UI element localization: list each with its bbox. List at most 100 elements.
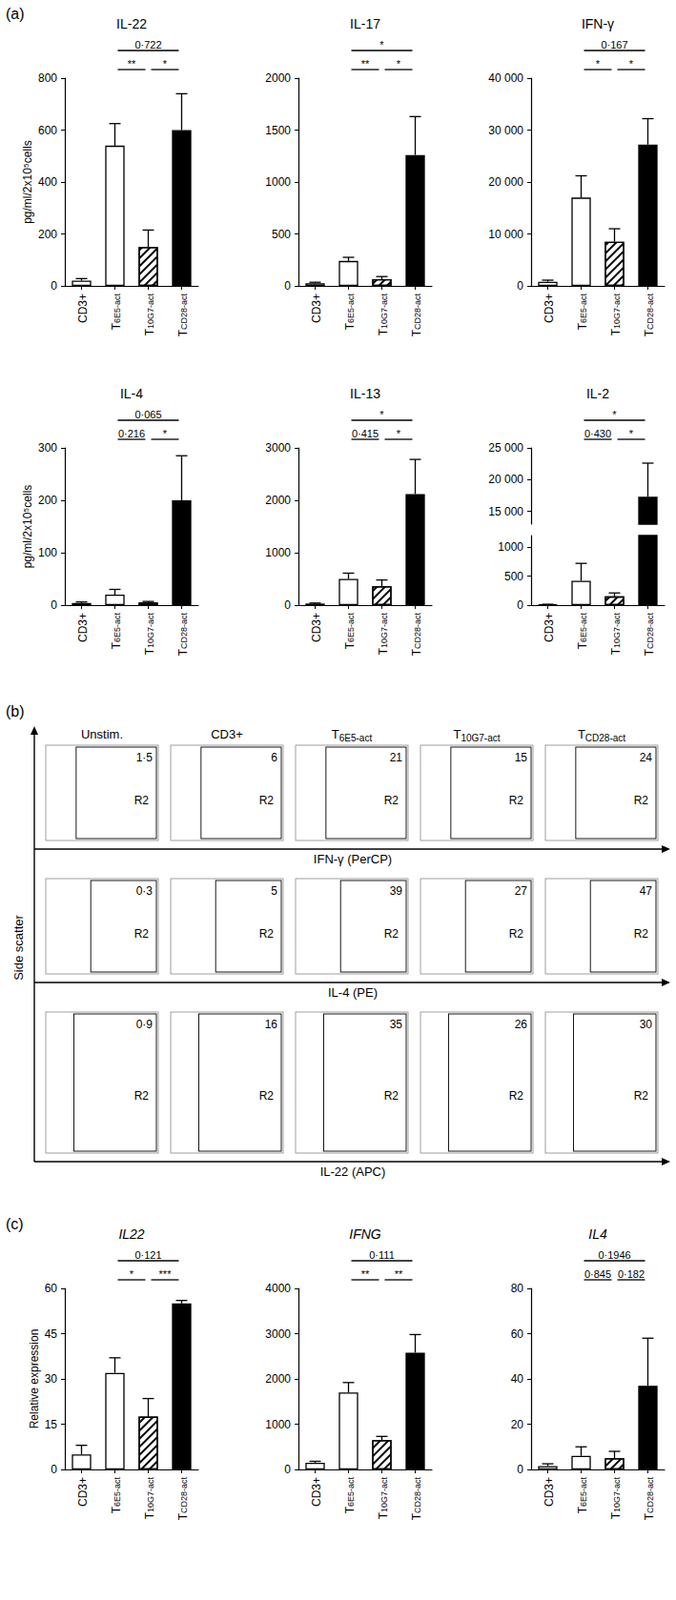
- svg-text:IL-4 (PE): IL-4 (PE): [327, 985, 378, 1001]
- svg-text:80: 80: [511, 1282, 525, 1296]
- svg-text:R2: R2: [134, 927, 150, 942]
- svg-text:T: T: [376, 647, 390, 656]
- svg-text:6E5-act: 6E5-act: [346, 1477, 356, 1509]
- svg-text:R2: R2: [259, 794, 275, 808]
- svg-text:600: 600: [38, 123, 58, 138]
- svg-text:16: 16: [265, 1018, 279, 1032]
- svg-text:*: *: [595, 58, 601, 70]
- svg-text:0: 0: [284, 1463, 291, 1477]
- svg-text:10 000: 10 000: [488, 227, 524, 242]
- svg-text:T: T: [575, 641, 590, 650]
- svg-text:T: T: [343, 641, 357, 650]
- svg-text:T: T: [143, 327, 157, 336]
- svg-text:T: T: [575, 1506, 590, 1515]
- svg-text:Unstim.: Unstim.: [81, 727, 123, 742]
- svg-text:0: 0: [50, 598, 58, 613]
- svg-text:6E5-act: 6E5-act: [578, 613, 589, 644]
- svg-text:*: *: [129, 1269, 135, 1281]
- svg-text:200: 200: [38, 493, 58, 508]
- svg-text:pg/ml/2x10⁵cells: pg/ml/2x10⁵cells: [20, 485, 35, 570]
- svg-text:0: 0: [516, 1463, 524, 1477]
- svg-text:IFN-γ: IFN-γ: [581, 16, 615, 32]
- svg-text:60: 60: [511, 1328, 525, 1342]
- svg-text:10G7-act: 10G7-act: [612, 613, 622, 650]
- svg-text:IFNG: IFNG: [348, 1227, 382, 1243]
- svg-text:IL-22 (APC): IL-22 (APC): [320, 1165, 387, 1180]
- svg-text:IL22: IL22: [118, 1227, 144, 1243]
- svg-text:T: T: [143, 647, 157, 656]
- svg-text:CD3+: CD3+: [76, 293, 90, 324]
- svg-text:R2: R2: [259, 1089, 275, 1104]
- svg-text:IL4: IL4: [588, 1227, 608, 1243]
- svg-text:400: 400: [38, 175, 58, 189]
- svg-text:47: 47: [639, 884, 654, 899]
- svg-text:40: 40: [511, 1372, 525, 1387]
- svg-text:20 000: 20 000: [488, 472, 524, 487]
- svg-text:0·065: 0·065: [134, 409, 162, 421]
- svg-text:0: 0: [516, 598, 524, 613]
- svg-text:T10G7-act: T10G7-act: [452, 727, 500, 744]
- svg-text:TCD28-act: TCD28-act: [577, 727, 626, 744]
- svg-text:0: 0: [284, 598, 291, 613]
- svg-text:6E5-act: 6E5-act: [578, 1477, 589, 1509]
- svg-text:R2: R2: [509, 927, 525, 942]
- svg-text:(a): (a): [5, 5, 25, 22]
- svg-text:T: T: [109, 322, 123, 330]
- svg-text:30: 30: [44, 1372, 59, 1387]
- svg-text:T: T: [409, 328, 424, 337]
- svg-text:T: T: [176, 328, 190, 337]
- svg-text:IL-22: IL-22: [116, 16, 147, 32]
- svg-text:30: 30: [639, 1018, 654, 1032]
- svg-text:0·415: 0·415: [351, 428, 379, 440]
- svg-text:0·3: 0·3: [136, 884, 154, 899]
- svg-text:10G7-act: 10G7-act: [145, 1477, 156, 1515]
- svg-text:**: **: [394, 1269, 404, 1281]
- svg-text:CD28-act: CD28-act: [179, 293, 189, 331]
- svg-text:10G7-act: 10G7-act: [379, 613, 390, 650]
- svg-text:CD3+: CD3+: [542, 293, 556, 324]
- svg-text:pg/ml/2x10⁵cells: pg/ml/2x10⁵cells: [20, 140, 35, 225]
- svg-text:40 000: 40 000: [488, 71, 524, 85]
- svg-text:R2: R2: [509, 794, 525, 808]
- svg-text:3000: 3000: [265, 441, 291, 455]
- svg-text:800: 800: [38, 71, 58, 85]
- svg-text:0·111: 0·111: [368, 1249, 395, 1262]
- svg-text:T: T: [642, 328, 656, 337]
- svg-text:15: 15: [514, 751, 529, 765]
- svg-text:R2: R2: [384, 1089, 400, 1104]
- svg-text:0·430: 0·430: [584, 428, 612, 440]
- svg-text:(c): (c): [5, 1216, 24, 1233]
- svg-text:Side scatter: Side scatter: [11, 915, 26, 982]
- svg-text:T: T: [376, 1512, 390, 1520]
- svg-text:R2: R2: [384, 794, 400, 808]
- svg-text:30 000: 30 000: [488, 123, 524, 138]
- svg-text:*: *: [629, 428, 635, 440]
- svg-text:T: T: [343, 322, 357, 330]
- svg-text:(b): (b): [5, 703, 25, 720]
- svg-text:100: 100: [38, 546, 58, 560]
- svg-text:27: 27: [514, 884, 529, 899]
- svg-text:0: 0: [284, 279, 291, 293]
- svg-text:IFN-γ (PerCP): IFN-γ (PerCP): [313, 852, 392, 867]
- svg-text:35: 35: [389, 1018, 404, 1032]
- svg-text:T: T: [176, 1513, 190, 1521]
- svg-text:26: 26: [514, 1018, 529, 1032]
- svg-text:45: 45: [44, 1328, 59, 1342]
- svg-text:*: *: [163, 428, 168, 440]
- svg-text:1000: 1000: [265, 1418, 291, 1433]
- svg-text:CD3+: CD3+: [210, 727, 244, 742]
- svg-text:10G7-act: 10G7-act: [145, 293, 156, 330]
- svg-text:R2: R2: [634, 794, 650, 808]
- svg-text:CD3+: CD3+: [309, 293, 324, 324]
- svg-text:*: *: [163, 58, 168, 70]
- svg-text:T: T: [376, 327, 390, 336]
- svg-text:CD3+: CD3+: [76, 613, 90, 643]
- svg-text:24: 24: [639, 751, 654, 765]
- svg-text:T: T: [609, 647, 623, 656]
- svg-text:R2: R2: [384, 927, 400, 942]
- svg-text:Relative expression: Relative expression: [27, 1330, 41, 1431]
- svg-text:2000: 2000: [265, 493, 291, 508]
- svg-text:IL-4: IL-4: [120, 386, 144, 402]
- svg-text:T: T: [609, 327, 623, 336]
- svg-text:500: 500: [504, 570, 524, 584]
